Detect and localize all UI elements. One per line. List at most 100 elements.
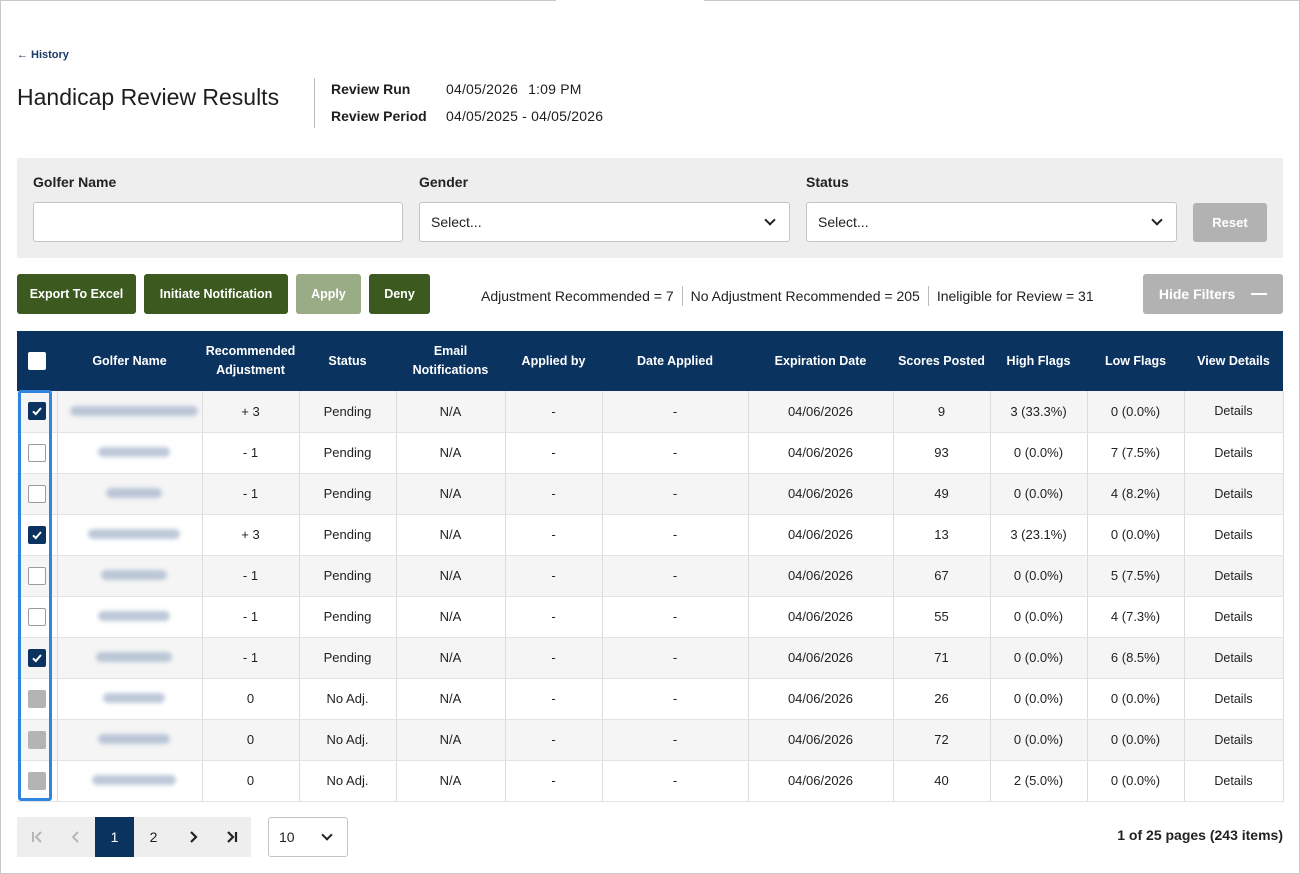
view-details-link[interactable]: Details <box>1184 555 1284 597</box>
golfer-name-cell[interactable] <box>57 760 203 802</box>
golfer-name-cell[interactable] <box>57 473 203 515</box>
apply-button[interactable]: Apply <box>296 274 361 314</box>
golfer-name-cell[interactable] <box>57 596 203 638</box>
column-header[interactable]: Expiration Date <box>774 353 867 368</box>
expiration-date-cell: 04/06/2026 <box>748 391 894 433</box>
review-period-row: Review Period 04/05/2025 - 04/05/2026 <box>331 108 603 124</box>
row-select-cell <box>17 391 58 433</box>
row-checkbox <box>27 771 46 790</box>
recommended-adjustment-cell: 0 <box>202 760 300 802</box>
gender-select-value: Select... <box>431 214 482 230</box>
status-cell: Pending <box>299 432 397 474</box>
view-details-link[interactable]: Details <box>1184 760 1284 802</box>
view-details-link[interactable]: Details <box>1184 514 1284 556</box>
status-cell: Pending <box>299 473 397 515</box>
stat-no-adjustment-recommended: No Adjustment Recommended = 205 <box>690 288 920 304</box>
column-header[interactable]: Low Flags <box>1104 353 1167 368</box>
high-flags-cell: 0 (0.0%) <box>990 555 1088 597</box>
column-header[interactable]: Golfer Name <box>92 353 167 368</box>
row-checkbox[interactable] <box>27 648 46 667</box>
applied-by-cell: - <box>505 719 603 761</box>
gender-select[interactable]: Select... <box>419 202 790 242</box>
view-details-link[interactable]: Details <box>1184 596 1284 638</box>
table-row: + 3 Pending N/A - -04/06/2026 9 3 (33.3%) 0 (0.… <box>17 391 1284 433</box>
hide-filters-button[interactable]: Hide Filters <box>1143 274 1283 314</box>
first-page-button[interactable] <box>17 817 56 857</box>
golfer-name-input[interactable] <box>33 202 403 242</box>
column-header[interactable]: Date Applied <box>637 353 713 368</box>
page-1-button[interactable]: 1 <box>95 817 134 857</box>
low-flags-cell: 4 (7.3%) <box>1087 596 1185 638</box>
date-applied-cell: - <box>602 432 749 474</box>
column-header[interactable]: Scores Posted <box>898 353 985 368</box>
page-size-value: 10 <box>279 829 295 845</box>
minus-icon <box>1251 293 1268 295</box>
table-row: + 3 Pending N/A - -04/06/2026 13 3 (23.1%) 0 (0… <box>17 514 1284 556</box>
row-checkbox[interactable] <box>27 402 46 421</box>
row-checkbox <box>27 689 46 708</box>
export-to-excel-button[interactable]: Export To Excel <box>17 274 136 314</box>
row-select-cell <box>17 637 58 679</box>
golfer-name-cell[interactable] <box>57 555 203 597</box>
low-flags-cell: 0 (0.0%) <box>1087 719 1185 761</box>
date-applied-cell: - <box>602 678 749 720</box>
email-notifications-cell: N/A <box>396 473 506 515</box>
low-flags-cell: 0 (0.0%) <box>1087 760 1185 802</box>
first-page-icon <box>31 831 42 843</box>
reset-button[interactable]: Reset <box>1193 203 1267 242</box>
view-details-link[interactable]: Details <box>1184 432 1284 474</box>
arrow-left-icon: ← <box>17 49 28 61</box>
deny-button[interactable]: Deny <box>369 274 430 314</box>
date-applied-cell: - <box>602 514 749 556</box>
column-header[interactable]: Status <box>328 353 367 368</box>
back-to-history-link[interactable]: ← History <box>17 49 69 61</box>
column-header[interactable]: Email Notifications <box>412 344 489 377</box>
low-flags-cell: 7 (7.5%) <box>1087 432 1185 474</box>
date-applied-cell: - <box>602 760 749 802</box>
initiate-notification-button[interactable]: Initiate Notification <box>144 274 288 314</box>
golfer-name-cell[interactable] <box>57 432 203 474</box>
row-checkbox[interactable] <box>27 484 46 503</box>
email-notifications-cell: N/A <box>396 719 506 761</box>
column-header[interactable]: High Flags <box>1006 353 1071 368</box>
recommended-adjustment-cell: - 1 <box>202 432 300 474</box>
recommended-adjustment-cell: - 1 <box>202 596 300 638</box>
row-checkbox[interactable] <box>27 443 46 462</box>
row-checkbox[interactable] <box>27 525 46 544</box>
last-page-button[interactable] <box>212 817 251 857</box>
golfer-name-cell[interactable] <box>57 514 203 556</box>
view-details-link[interactable]: Details <box>1184 637 1284 679</box>
results-table: Golfer Name Recommended Adjustment Statu… <box>17 331 1284 802</box>
date-applied-cell: - <box>602 555 749 597</box>
expiration-date-cell: 04/06/2026 <box>748 760 894 802</box>
recommended-adjustment-cell: + 3 <box>202 391 300 433</box>
view-details-link[interactable]: Details <box>1184 473 1284 515</box>
view-details-link[interactable]: Details <box>1184 678 1284 720</box>
email-notifications-cell: N/A <box>396 678 506 720</box>
row-checkbox[interactable] <box>27 607 46 626</box>
golfer-name-cell[interactable] <box>57 637 203 679</box>
next-page-button[interactable] <box>173 817 212 857</box>
golfer-name-cell[interactable] <box>57 391 203 433</box>
high-flags-cell: 0 (0.0%) <box>990 719 1088 761</box>
redacted-golfer-name <box>97 447 170 457</box>
page-size-select[interactable]: 10 <box>268 817 348 857</box>
golfer-name-cell[interactable] <box>57 678 203 720</box>
expiration-date-cell: 04/06/2026 <box>748 678 894 720</box>
golfer-name-cell[interactable] <box>57 719 203 761</box>
view-details-link[interactable]: Details <box>1184 391 1284 433</box>
redacted-golfer-name <box>105 488 162 498</box>
select-all-checkbox[interactable] <box>28 352 46 371</box>
column-header[interactable]: Recommended Adjustment <box>205 344 296 377</box>
row-checkbox[interactable] <box>27 566 46 585</box>
view-details-link[interactable]: Details <box>1184 719 1284 761</box>
review-stats: Adjustment Recommended = 7 No Adjustment… <box>481 286 1094 306</box>
column-header[interactable]: Applied by <box>521 353 586 368</box>
page-2-button[interactable]: 2 <box>134 817 173 857</box>
status-select[interactable]: Select... <box>806 202 1177 242</box>
row-checkbox <box>27 730 46 749</box>
low-flags-cell: 5 (7.5%) <box>1087 555 1185 597</box>
previous-page-button[interactable] <box>56 817 95 857</box>
high-flags-cell: 3 (23.1%) <box>990 514 1088 556</box>
status-cell: Pending <box>299 637 397 679</box>
